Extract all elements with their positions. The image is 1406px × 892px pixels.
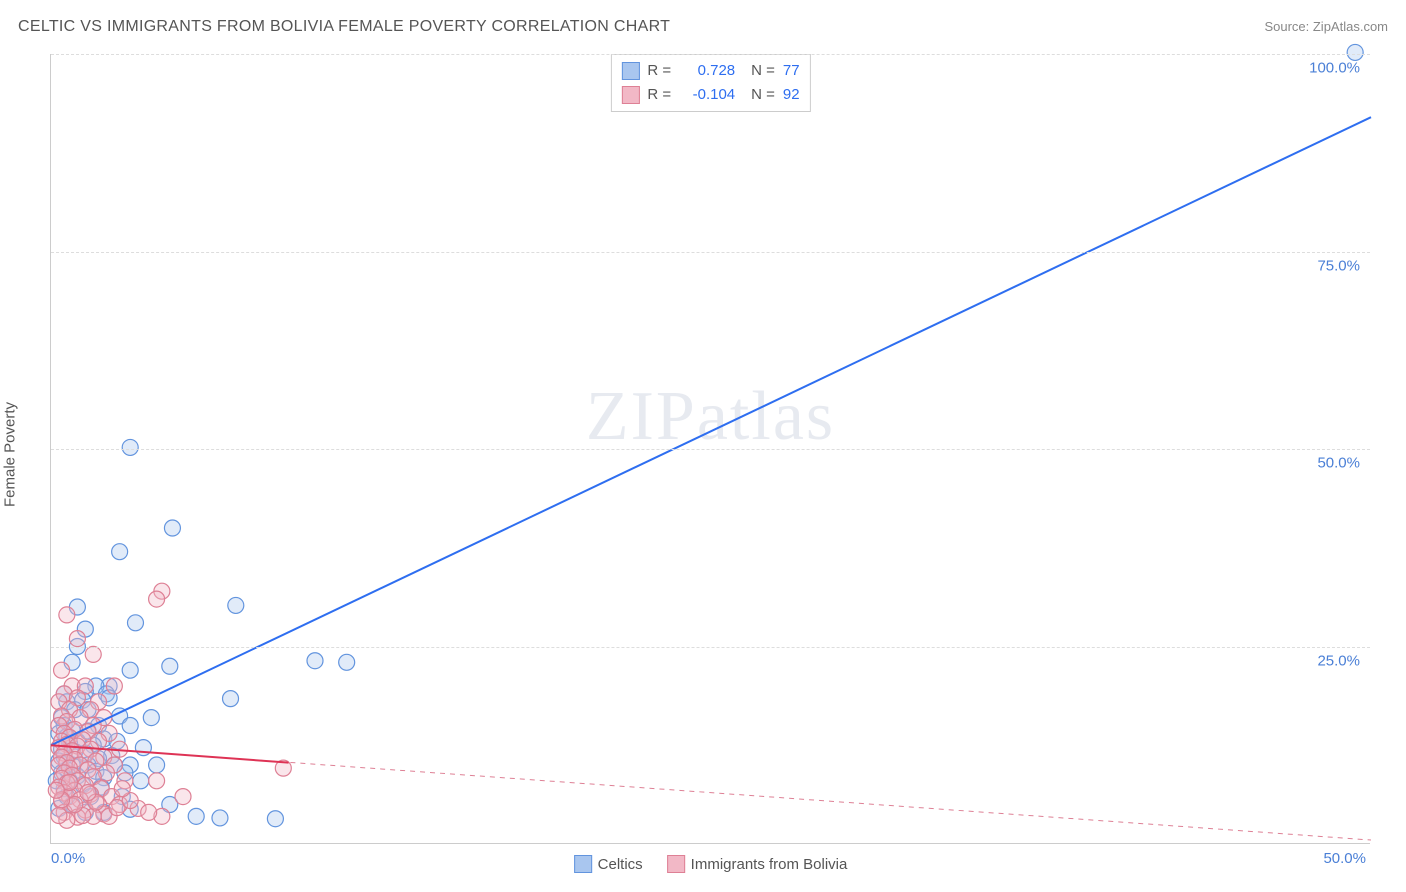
r-label: R =	[647, 83, 671, 107]
chart-title: CELTIC VS IMMIGRANTS FROM BOLIVIA FEMALE…	[18, 18, 670, 36]
n-label: N =	[751, 83, 775, 107]
n-label: N =	[751, 59, 775, 83]
y-tick-label: 75.0%	[1317, 257, 1360, 274]
r-value: -0.104	[679, 83, 735, 107]
r-value: 0.728	[679, 59, 735, 83]
header: CELTIC VS IMMIGRANTS FROM BOLIVIA FEMALE…	[18, 18, 1388, 36]
swatch-icon	[621, 86, 639, 104]
legend-correlation-row: R = 0.728 N = 77	[621, 59, 799, 83]
y-tick-label: 25.0%	[1317, 652, 1360, 669]
legend-label: Celtics	[598, 856, 643, 873]
y-tick-label: 50.0%	[1317, 455, 1360, 472]
grid-line	[51, 252, 1370, 253]
n-value: 77	[783, 59, 800, 83]
legend-series-item: Celtics	[574, 855, 643, 873]
legend-series: Celtics Immigrants from Bolivia	[574, 855, 848, 873]
n-value: 92	[783, 83, 800, 107]
swatch-icon	[574, 855, 592, 873]
legend-correlation: R = 0.728 N = 77 R = -0.104 N = 92	[610, 54, 810, 112]
grid-line	[51, 647, 1370, 648]
y-tick-label: 100.0%	[1309, 60, 1360, 77]
x-tick-label: 50.0%	[1323, 850, 1366, 867]
swatch-icon	[667, 855, 685, 873]
swatch-icon	[621, 62, 639, 80]
plot-area: ZIPatlas R =0.728N =77R =-0.104N =92 Cel…	[50, 54, 1370, 844]
x-tick-label: 0.0%	[51, 850, 85, 867]
legend-correlation-row: R = -0.104 N = 92	[621, 83, 799, 107]
grid-line	[51, 449, 1370, 450]
y-axis-title: Female Poverty	[2, 402, 19, 507]
legend-label: Immigrants from Bolivia	[691, 856, 848, 873]
source-label: Source: ZipAtlas.com	[1264, 19, 1388, 34]
grid-line	[51, 54, 1370, 55]
r-label: R =	[647, 59, 671, 83]
legend-series-item: Immigrants from Bolivia	[667, 855, 848, 873]
